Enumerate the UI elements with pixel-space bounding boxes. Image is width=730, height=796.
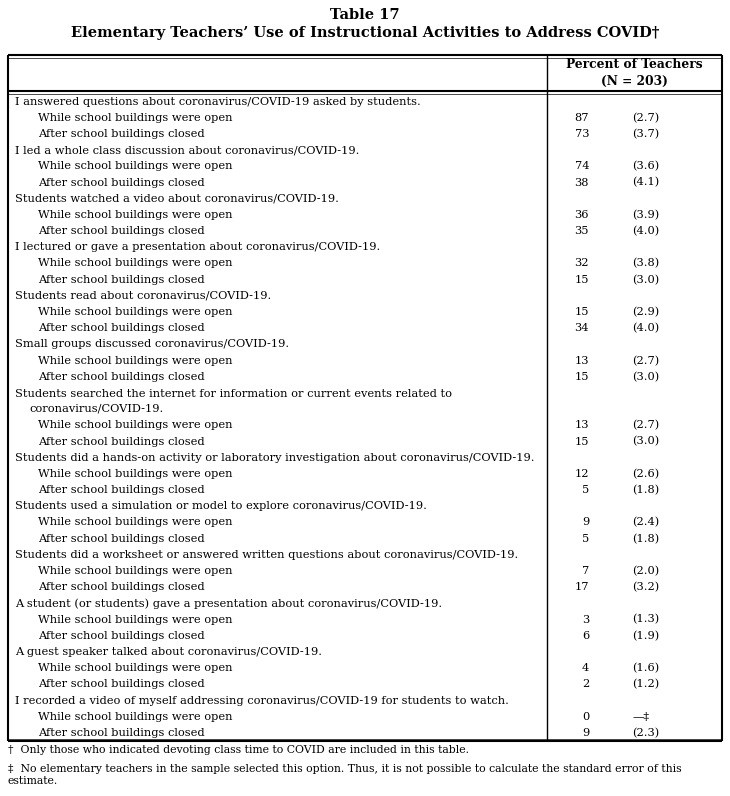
Text: 9: 9 bbox=[582, 728, 589, 738]
Text: After school buildings closed: After school buildings closed bbox=[38, 533, 204, 544]
Text: 73: 73 bbox=[575, 129, 589, 139]
Text: A student (or students) gave a presentation about coronavirus/COVID-19.: A student (or students) gave a presentat… bbox=[15, 598, 442, 609]
Text: While school buildings were open: While school buildings were open bbox=[38, 712, 232, 722]
Text: I led a whole class discussion about coronavirus/COVID-19.: I led a whole class discussion about cor… bbox=[15, 145, 359, 155]
Text: 3: 3 bbox=[582, 615, 589, 625]
Text: Students read about coronavirus/COVID-19.: Students read about coronavirus/COVID-19… bbox=[15, 291, 272, 301]
Text: A guest speaker talked about coronavirus/COVID-19.: A guest speaker talked about coronavirus… bbox=[15, 647, 322, 657]
Text: Students did a hands-on activity or laboratory investigation about coronavirus/C: Students did a hands-on activity or labo… bbox=[15, 453, 534, 462]
Text: While school buildings were open: While school buildings were open bbox=[38, 162, 232, 171]
Text: (4.1): (4.1) bbox=[632, 178, 659, 188]
Text: While school buildings were open: While school buildings were open bbox=[38, 210, 232, 220]
Text: (3.0): (3.0) bbox=[632, 372, 659, 382]
Text: While school buildings were open: While school buildings were open bbox=[38, 113, 232, 123]
Text: (1.2): (1.2) bbox=[632, 679, 659, 689]
Text: 35: 35 bbox=[575, 226, 589, 236]
Text: (1.9): (1.9) bbox=[632, 630, 659, 641]
Text: Table 17: Table 17 bbox=[330, 8, 400, 22]
Text: (2.7): (2.7) bbox=[632, 356, 659, 365]
Text: (3.2): (3.2) bbox=[632, 582, 659, 592]
Text: After school buildings closed: After school buildings closed bbox=[38, 372, 204, 382]
Text: After school buildings closed: After school buildings closed bbox=[38, 436, 204, 447]
Text: Elementary Teachers’ Use of Instructional Activities to Address COVID†: Elementary Teachers’ Use of Instructiona… bbox=[71, 26, 659, 40]
Text: 15: 15 bbox=[575, 372, 589, 382]
Text: After school buildings closed: After school buildings closed bbox=[38, 728, 204, 738]
Text: (3.6): (3.6) bbox=[632, 161, 659, 171]
Text: After school buildings closed: After school buildings closed bbox=[38, 679, 204, 689]
Text: ‡  No elementary teachers in the sample selected this option. Thus, it is not po: ‡ No elementary teachers in the sample s… bbox=[8, 764, 682, 786]
Text: 6: 6 bbox=[582, 630, 589, 641]
Text: While school buildings were open: While school buildings were open bbox=[38, 663, 232, 673]
Text: After school buildings closed: After school buildings closed bbox=[38, 275, 204, 285]
Text: 32: 32 bbox=[575, 259, 589, 268]
Text: After school buildings closed: After school buildings closed bbox=[38, 323, 204, 334]
Text: 15: 15 bbox=[575, 307, 589, 317]
Text: Students did a worksheet or answered written questions about coronavirus/COVID-1: Students did a worksheet or answered wri… bbox=[15, 550, 518, 560]
Text: While school buildings were open: While school buildings were open bbox=[38, 307, 232, 317]
Text: 12: 12 bbox=[575, 469, 589, 479]
Text: Percent of Teachers
(N = 203): Percent of Teachers (N = 203) bbox=[566, 58, 703, 88]
Text: (4.0): (4.0) bbox=[632, 323, 659, 334]
Text: (2.6): (2.6) bbox=[632, 469, 659, 479]
Text: 36: 36 bbox=[575, 210, 589, 220]
Text: I lectured or gave a presentation about coronavirus/COVID-19.: I lectured or gave a presentation about … bbox=[15, 242, 380, 252]
Text: After school buildings closed: After school buildings closed bbox=[38, 226, 204, 236]
Text: (3.9): (3.9) bbox=[632, 210, 659, 220]
Text: 15: 15 bbox=[575, 436, 589, 447]
Text: †  Only those who indicated devoting class time to COVID are included in this ta: † Only those who indicated devoting clas… bbox=[8, 745, 469, 755]
Text: (3.7): (3.7) bbox=[632, 129, 659, 139]
Text: 4: 4 bbox=[582, 663, 589, 673]
Text: I answered questions about coronavirus/COVID-19 asked by students.: I answered questions about coronavirus/C… bbox=[15, 96, 420, 107]
Text: 13: 13 bbox=[575, 420, 589, 431]
Text: While school buildings were open: While school buildings were open bbox=[38, 517, 232, 528]
Text: —‡: —‡ bbox=[632, 712, 649, 722]
Text: (2.0): (2.0) bbox=[632, 566, 659, 576]
Text: 15: 15 bbox=[575, 275, 589, 285]
Text: While school buildings were open: While school buildings were open bbox=[38, 566, 232, 576]
Text: 0: 0 bbox=[582, 712, 589, 722]
Text: 9: 9 bbox=[582, 517, 589, 528]
Text: Students watched a video about coronavirus/COVID-19.: Students watched a video about coronavir… bbox=[15, 193, 339, 204]
Text: Students searched the internet for information or current events related to: Students searched the internet for infor… bbox=[15, 389, 452, 399]
Text: (2.7): (2.7) bbox=[632, 420, 659, 431]
Text: 5: 5 bbox=[582, 533, 589, 544]
Text: (1.3): (1.3) bbox=[632, 615, 659, 625]
Text: (1.8): (1.8) bbox=[632, 485, 659, 495]
Text: 34: 34 bbox=[575, 323, 589, 334]
Text: (3.0): (3.0) bbox=[632, 275, 659, 285]
Text: I recorded a video of myself addressing coronavirus/COVID-19 for students to wat: I recorded a video of myself addressing … bbox=[15, 696, 509, 705]
Text: (2.3): (2.3) bbox=[632, 728, 659, 738]
Text: 17: 17 bbox=[575, 582, 589, 592]
Text: 5: 5 bbox=[582, 485, 589, 495]
Text: coronavirus/COVID-19.: coronavirus/COVID-19. bbox=[29, 404, 164, 413]
Text: 13: 13 bbox=[575, 356, 589, 365]
Text: After school buildings closed: After school buildings closed bbox=[38, 129, 204, 139]
Text: While school buildings were open: While school buildings were open bbox=[38, 356, 232, 365]
Text: 7: 7 bbox=[582, 566, 589, 576]
Text: 2: 2 bbox=[582, 679, 589, 689]
Text: 87: 87 bbox=[575, 113, 589, 123]
Text: After school buildings closed: After school buildings closed bbox=[38, 630, 204, 641]
Text: (3.8): (3.8) bbox=[632, 259, 659, 268]
Text: While school buildings were open: While school buildings were open bbox=[38, 420, 232, 431]
Text: After school buildings closed: After school buildings closed bbox=[38, 178, 204, 188]
Text: While school buildings were open: While school buildings were open bbox=[38, 259, 232, 268]
Text: While school buildings were open: While school buildings were open bbox=[38, 469, 232, 479]
Text: (2.4): (2.4) bbox=[632, 517, 659, 528]
Text: (2.7): (2.7) bbox=[632, 112, 659, 123]
Text: (1.8): (1.8) bbox=[632, 533, 659, 544]
Text: (4.0): (4.0) bbox=[632, 226, 659, 236]
Text: Small groups discussed coronavirus/COVID-19.: Small groups discussed coronavirus/COVID… bbox=[15, 339, 289, 349]
Text: (1.6): (1.6) bbox=[632, 663, 659, 673]
Text: Students used a simulation or model to explore coronavirus/COVID-19.: Students used a simulation or model to e… bbox=[15, 501, 427, 511]
Text: After school buildings closed: After school buildings closed bbox=[38, 582, 204, 592]
Text: (2.9): (2.9) bbox=[632, 307, 659, 317]
Text: 74: 74 bbox=[575, 162, 589, 171]
Text: 38: 38 bbox=[575, 178, 589, 188]
Text: (3.0): (3.0) bbox=[632, 436, 659, 447]
Text: While school buildings were open: While school buildings were open bbox=[38, 615, 232, 625]
Text: After school buildings closed: After school buildings closed bbox=[38, 485, 204, 495]
